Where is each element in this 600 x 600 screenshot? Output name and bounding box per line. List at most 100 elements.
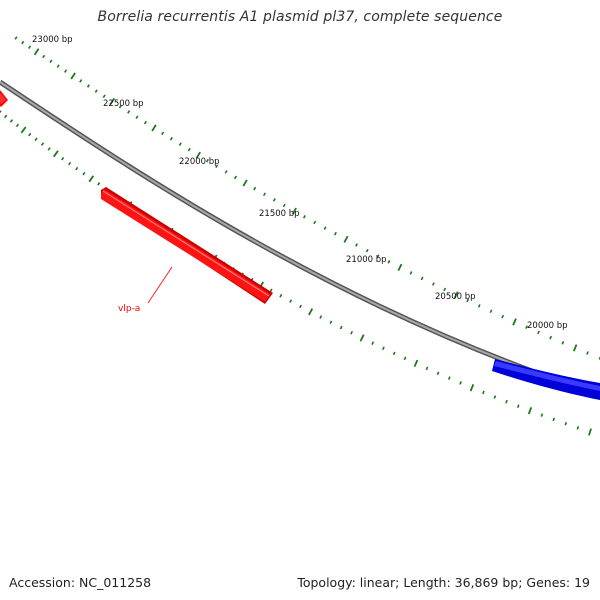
inner-ring-minor-tick	[403, 356, 407, 361]
outer-ring-minor-tick	[205, 158, 209, 163]
outer-ring-major-tick	[453, 291, 459, 299]
outer-ring-minor-tick	[443, 287, 447, 292]
outer-ring-minor-tick	[21, 40, 25, 45]
inner-ring-minor-tick	[28, 132, 32, 137]
summary-text: Topology: linear; Length: 36,869 bp; Gen…	[297, 575, 590, 590]
inner-ring-minor-tick	[97, 182, 101, 186]
inner-ring-minor-tick	[436, 371, 440, 376]
inner-ring-major-tick	[52, 150, 59, 158]
outer-ring-major-tick	[343, 235, 349, 243]
inner-ring-minor-tick	[371, 341, 375, 345]
outer-ring-major-tick	[512, 318, 517, 326]
inner-ring-major-tick	[527, 406, 533, 415]
plasmid-backbone	[0, 79, 600, 398]
inner-ring-minor-tick	[447, 376, 451, 380]
inner-ring-minor-tick	[9, 119, 14, 123]
scale-label-20000: 20000 bp	[527, 321, 568, 331]
inner-ring-minor-tick	[329, 320, 333, 325]
outer-ring-minor-tick	[28, 45, 32, 49]
outer-ring-minor-tick	[127, 110, 131, 114]
outer-ring-minor-tick	[355, 243, 359, 247]
outer-ring-minor-tick	[431, 282, 435, 286]
inner-ring-minor-tick	[425, 366, 429, 371]
inner-ring-minor-tick	[0, 110, 2, 114]
inner-ring-minor-tick	[552, 417, 556, 422]
outer-ring-minor-tick	[94, 89, 98, 93]
outer-ring-major-tick	[70, 72, 76, 80]
outer-ring-minor-tick	[263, 192, 266, 197]
outer-ring-minor-tick	[525, 325, 528, 329]
gene-label-vlp-a: vlp-a	[118, 304, 140, 314]
outer-ring-major-tick	[151, 124, 157, 132]
outer-ring-major-tick	[109, 97, 115, 105]
inner-ring-major-tick	[359, 334, 365, 342]
outer-ring-minor-tick	[86, 84, 90, 88]
outer-ring-minor-tick	[135, 115, 139, 120]
outer-ring-minor-tick	[272, 198, 276, 202]
outer-ring-minor-tick	[302, 215, 306, 219]
outer-ring-minor-tick	[549, 335, 553, 340]
inner-ring-minor-tick	[540, 413, 544, 417]
outer-ring-minor-tick	[234, 175, 237, 180]
inner-ring-minor-tick	[319, 315, 323, 319]
outer-ring-minor-tick	[537, 330, 540, 335]
outer-ring-major-tick	[242, 179, 248, 187]
outer-ring-minor-tick	[224, 170, 228, 174]
outer-ring-major-tick	[291, 207, 297, 215]
inner-ring-minor-tick	[299, 304, 303, 309]
inner-ring-minor-tick	[40, 142, 45, 146]
outer-ring-minor-tick	[333, 231, 337, 236]
outer-ring-minor-tick	[118, 104, 122, 109]
outer-ring-minor-tick	[561, 341, 565, 345]
inner-ring-minor-tick	[4, 114, 8, 119]
inner-ring-major-tick	[20, 126, 27, 134]
inner-ring-major-tick	[413, 359, 419, 368]
map-title: Borrelia recurrentis A1 plasmid pl37, co…	[97, 9, 503, 25]
outer-ring-minor-tick	[365, 248, 369, 253]
scale-label-20500: 20500 bp	[435, 292, 476, 302]
inner-ring-major-tick	[88, 175, 95, 183]
outer-ring-minor-tick	[387, 260, 391, 264]
outer-ring-minor-tick	[477, 304, 481, 308]
plasmid-backbone-highlight	[0, 81, 600, 396]
vlp-a-leader-line	[147, 266, 173, 304]
gene-vlp-a[interactable]	[101, 187, 273, 304]
outer-ring-major-tick	[572, 344, 578, 352]
inner-ring-minor-tick	[15, 123, 20, 128]
gene-partial-right[interactable]	[492, 359, 600, 400]
outer-tick-ring	[14, 36, 600, 360]
inner-ring-minor-tick	[459, 381, 462, 385]
inner-ring-minor-tick	[339, 325, 343, 330]
inner-ring-minor-tick	[289, 299, 293, 303]
outer-ring-minor-tick	[420, 276, 424, 281]
outer-ring-minor-tick	[409, 271, 413, 275]
outer-ring-minor-tick	[253, 186, 257, 191]
outer-ring-major-tick	[33, 48, 40, 56]
outer-ring-major-tick	[397, 263, 403, 272]
outer-ring-minor-tick	[215, 164, 219, 169]
outer-ring-minor-tick	[64, 69, 68, 73]
outer-ring-minor-tick	[501, 314, 505, 319]
outer-ring-minor-tick	[42, 54, 46, 59]
inner-ring-minor-tick	[75, 166, 79, 171]
gene-partial-left[interactable]	[0, 90, 8, 107]
scale-label-21000: 21000 bp	[346, 255, 387, 265]
outer-ring-minor-tick	[14, 36, 18, 40]
inner-ring-major-tick	[588, 428, 592, 436]
inner-ring-minor-tick	[564, 421, 568, 426]
inner-ring-minor-tick	[576, 426, 580, 430]
inner-ring-minor-tick	[61, 156, 65, 161]
accession-text: Accession: NC_011258	[9, 575, 152, 590]
inner-ring-minor-tick	[279, 293, 283, 298]
inner-ring-minor-tick	[392, 351, 396, 356]
outer-ring-minor-tick	[376, 254, 380, 258]
outer-ring-minor-tick	[56, 64, 60, 68]
outer-ring-minor-tick	[586, 351, 589, 355]
inner-ring-minor-tick	[482, 390, 485, 395]
outer-ring-minor-tick	[323, 226, 327, 230]
outer-ring-minor-tick	[49, 59, 53, 64]
inner-ring-minor-tick	[381, 346, 385, 351]
inner-ring-minor-tick	[34, 137, 38, 142]
inner-ring-minor-tick	[82, 171, 86, 176]
